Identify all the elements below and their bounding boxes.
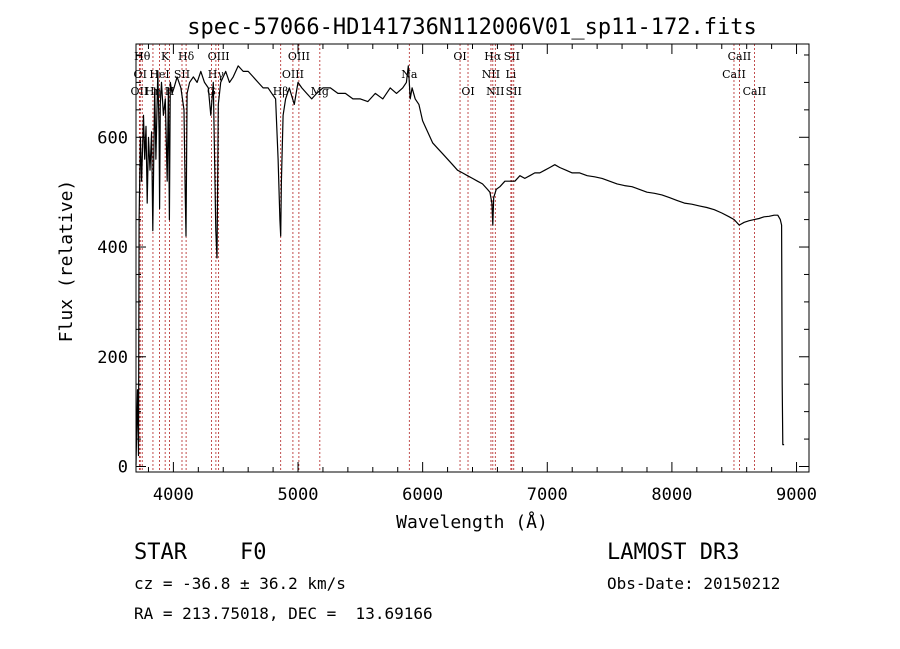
x-tick-label-5: 9000 <box>776 485 817 505</box>
object-subclass: F0 <box>240 540 267 565</box>
line-label-20: Hα <box>484 50 502 63</box>
line-label-22: SII <box>504 50 520 63</box>
y-tick-label-0: 0 <box>118 458 128 478</box>
line-label-1: OI <box>134 68 147 81</box>
line-label-13: OIII <box>282 68 304 81</box>
line-label-19: NII <box>482 68 500 81</box>
line-label-23: Li <box>505 68 516 81</box>
plot-frame <box>135 43 810 473</box>
survey-name: LAMOST DR3 <box>607 540 740 565</box>
line-label-21: NII <box>486 85 504 98</box>
line-label-17: OI <box>453 50 466 63</box>
line-label-0: OII <box>131 85 149 98</box>
x-tick-label-2: 6000 <box>402 485 443 505</box>
chart-title: spec-57066-HD141736N112006V01_sp11-172.f… <box>187 15 757 40</box>
line-label-9: Hγ <box>208 68 225 81</box>
line-label-4: HeI <box>149 68 169 81</box>
emission-lines: OIIOIHθHηHeIKHSIIHδHγGOIIIHβOIIIOIIIMgNa… <box>131 44 767 472</box>
spectrum-line <box>135 65 785 466</box>
coordinates: RA = 213.75018, DEC = 13.69166 <box>134 604 433 623</box>
x-tick-label-1: 5000 <box>278 485 319 505</box>
line-label-15: Mg <box>311 85 329 98</box>
line-label-24: SII <box>506 85 522 98</box>
line-label-2: Hθ <box>134 50 151 63</box>
line-label-10: G <box>207 85 216 98</box>
line-label-26: CaII <box>728 50 752 63</box>
line-label-11: OIII <box>208 50 230 63</box>
line-label-25: CaII <box>722 68 746 81</box>
y-tick-label-2: 400 <box>97 238 128 258</box>
axis-ticks: 4000 5000 6000 7000 8000 9000 0 200 400 600 <box>97 44 817 505</box>
x-axis-label: Wavelength (Å) <box>396 511 548 533</box>
line-label-8: Hδ <box>178 50 195 63</box>
redshift-value: cz = -36.8 ± 36.2 km/s <box>134 574 346 593</box>
line-label-16: Na <box>401 68 418 81</box>
line-label-6: H <box>165 85 175 98</box>
spectrum-series <box>135 65 785 466</box>
x-tick-label-3: 7000 <box>527 485 568 505</box>
line-label-27: CaII <box>743 85 767 98</box>
line-label-18: OI <box>461 85 474 98</box>
line-label-12: Hβ <box>273 85 289 98</box>
x-tick-label-4: 8000 <box>651 485 692 505</box>
y-tick-label-1: 200 <box>97 348 128 368</box>
y-axis-label: Flux (relative) <box>56 180 77 343</box>
obs-date: Obs-Date: 20150212 <box>607 574 781 593</box>
y-tick-label-3: 600 <box>97 128 128 148</box>
object-class: STAR <box>134 540 187 565</box>
line-label-5: K <box>161 50 170 63</box>
x-tick-label-0: 4000 <box>153 485 194 505</box>
line-label-14: OIII <box>288 50 310 63</box>
